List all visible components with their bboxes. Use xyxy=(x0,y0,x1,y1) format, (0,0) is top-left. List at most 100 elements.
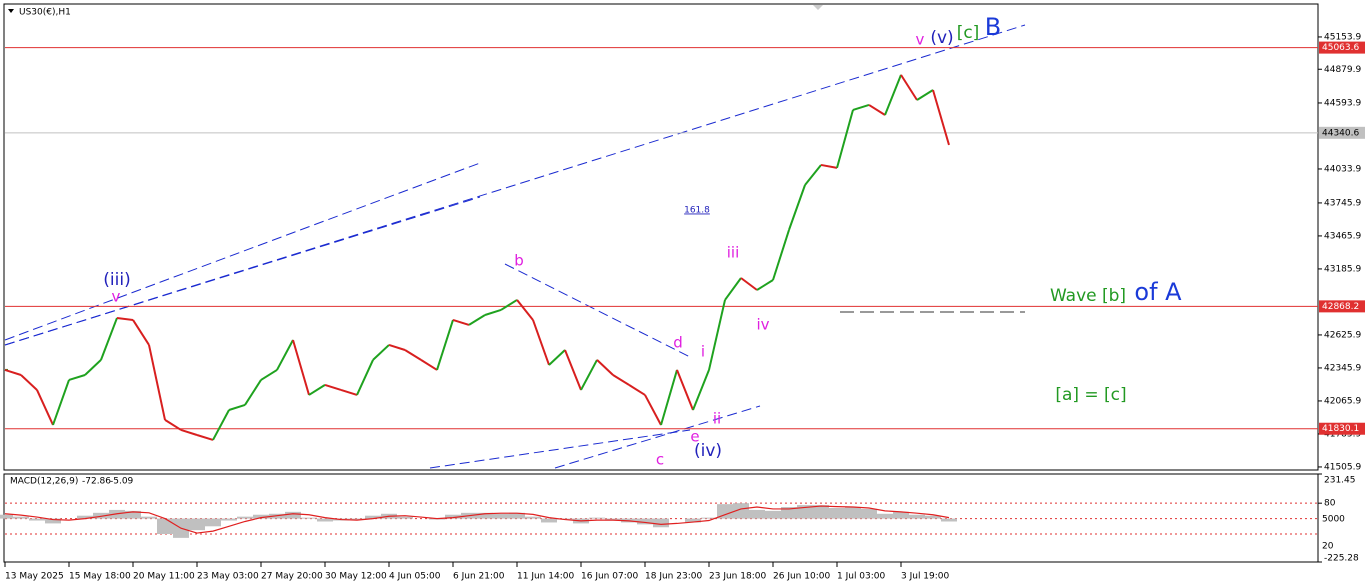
price-segment xyxy=(516,299,534,321)
x-tick-label: 13 May 2025 xyxy=(5,572,64,582)
y-tick-label: 45153.9 xyxy=(1324,32,1361,42)
wave-label: [c] xyxy=(957,23,980,43)
macd-pane xyxy=(3,473,1319,563)
price-segment xyxy=(84,359,102,376)
x-tick-label: 11 Jun 14:00 xyxy=(517,572,574,582)
y-tick-label: 43745.9 xyxy=(1324,198,1361,208)
price-segment xyxy=(756,279,774,291)
macd-bar xyxy=(541,518,557,523)
x-tick-label: 15 May 18:00 xyxy=(69,572,131,582)
x-tick-label: 23 Jun 18:00 xyxy=(709,572,766,582)
y-tick-label: 231.45 xyxy=(1324,476,1356,486)
macd-bar xyxy=(653,518,669,528)
macd-bar xyxy=(125,510,141,519)
y-tick-label: 42345.9 xyxy=(1324,363,1361,373)
price-segment xyxy=(884,74,902,116)
wave-label: b xyxy=(514,252,524,270)
menu-arrow[interactable] xyxy=(8,9,14,13)
wave-label: ii xyxy=(713,410,721,428)
macd-bar xyxy=(285,511,301,519)
price-segment xyxy=(580,359,598,391)
macd-bar xyxy=(45,518,61,524)
x-tick-label: 30 May 12:00 xyxy=(325,572,387,582)
wave-label: v xyxy=(916,31,925,49)
symbol-title: US30(€),H1 xyxy=(19,8,71,18)
price-segment xyxy=(436,319,454,371)
macd-bar xyxy=(221,518,237,521)
trend-line xyxy=(504,263,691,358)
macd-bar xyxy=(813,505,829,519)
macd-bar xyxy=(349,518,365,520)
price-segment xyxy=(212,409,230,441)
price-segment xyxy=(708,299,726,371)
x-tick-label: 6 Jun 21:00 xyxy=(453,572,505,582)
trend-line xyxy=(429,429,691,469)
macd-bar xyxy=(765,510,781,519)
price-segment xyxy=(532,319,550,366)
wave-label: iv xyxy=(756,316,769,334)
macd-bar xyxy=(717,504,733,519)
price-segment xyxy=(308,384,326,396)
trend-line xyxy=(4,24,1026,346)
macd-bar xyxy=(701,517,717,519)
macd-bar xyxy=(29,518,45,521)
trend-lines xyxy=(4,24,1026,469)
price-segment xyxy=(20,374,38,391)
price-segment xyxy=(36,389,54,426)
macd-bar xyxy=(589,517,605,519)
macd-bar xyxy=(397,516,413,519)
price-segment xyxy=(564,349,582,391)
price-segment xyxy=(628,384,646,396)
wave-label: Wave [b] xyxy=(1050,286,1126,306)
axis-text: 5000 xyxy=(1322,515,1345,525)
price-segment xyxy=(100,317,118,361)
wave-label: of A xyxy=(1134,278,1182,306)
macd-bar xyxy=(317,518,333,522)
price-segment xyxy=(388,343,406,351)
x-tick-label: 27 May 20:00 xyxy=(261,572,323,582)
price-segment xyxy=(340,389,358,396)
price-segment xyxy=(596,359,614,376)
macd-bar xyxy=(509,512,525,519)
x-tick-label: 16 Jun 07:00 xyxy=(581,572,638,582)
wave-label: B xyxy=(985,13,1001,41)
wave-label: (iii) xyxy=(103,270,130,290)
macd-main: -72.86 xyxy=(82,477,111,487)
macd-bar xyxy=(189,518,205,531)
level-badge xyxy=(1319,422,1365,435)
wave-label: 161.8 xyxy=(684,206,710,216)
price-segment xyxy=(292,339,310,396)
price-segment xyxy=(724,277,742,301)
price-segment xyxy=(788,184,806,231)
price-segment xyxy=(52,379,70,426)
price-segment xyxy=(276,339,294,371)
macd-bar xyxy=(733,503,749,519)
price-segment xyxy=(644,394,662,426)
macd-bar xyxy=(941,518,957,522)
macd-bar xyxy=(445,514,461,519)
price-segment xyxy=(820,163,838,169)
macd-bar xyxy=(253,514,269,519)
price-segment xyxy=(164,419,182,431)
wave-label: [a] = [c] xyxy=(1055,385,1126,405)
wave-label: iii xyxy=(727,244,740,262)
y-tick-label: 42625.9 xyxy=(1324,330,1361,340)
level-label: 41830.1 xyxy=(1322,424,1359,434)
macd-bar xyxy=(685,518,701,523)
macd-bar xyxy=(525,516,541,519)
macd-bar xyxy=(909,514,925,519)
price-segment xyxy=(228,403,246,411)
macd-bar xyxy=(493,513,509,519)
y-tick-label: 44593.9 xyxy=(1324,98,1361,108)
price-segment xyxy=(676,369,694,411)
shift-marker xyxy=(813,5,823,10)
price-segment xyxy=(132,319,150,346)
price-segment xyxy=(804,164,822,186)
price-segment xyxy=(68,374,86,381)
x-tick-label: 4 Jun 05:00 xyxy=(389,572,441,582)
price-pane xyxy=(3,3,1319,471)
price-segment xyxy=(692,369,710,411)
signal-line xyxy=(4,505,950,534)
macd-bar xyxy=(925,515,941,519)
